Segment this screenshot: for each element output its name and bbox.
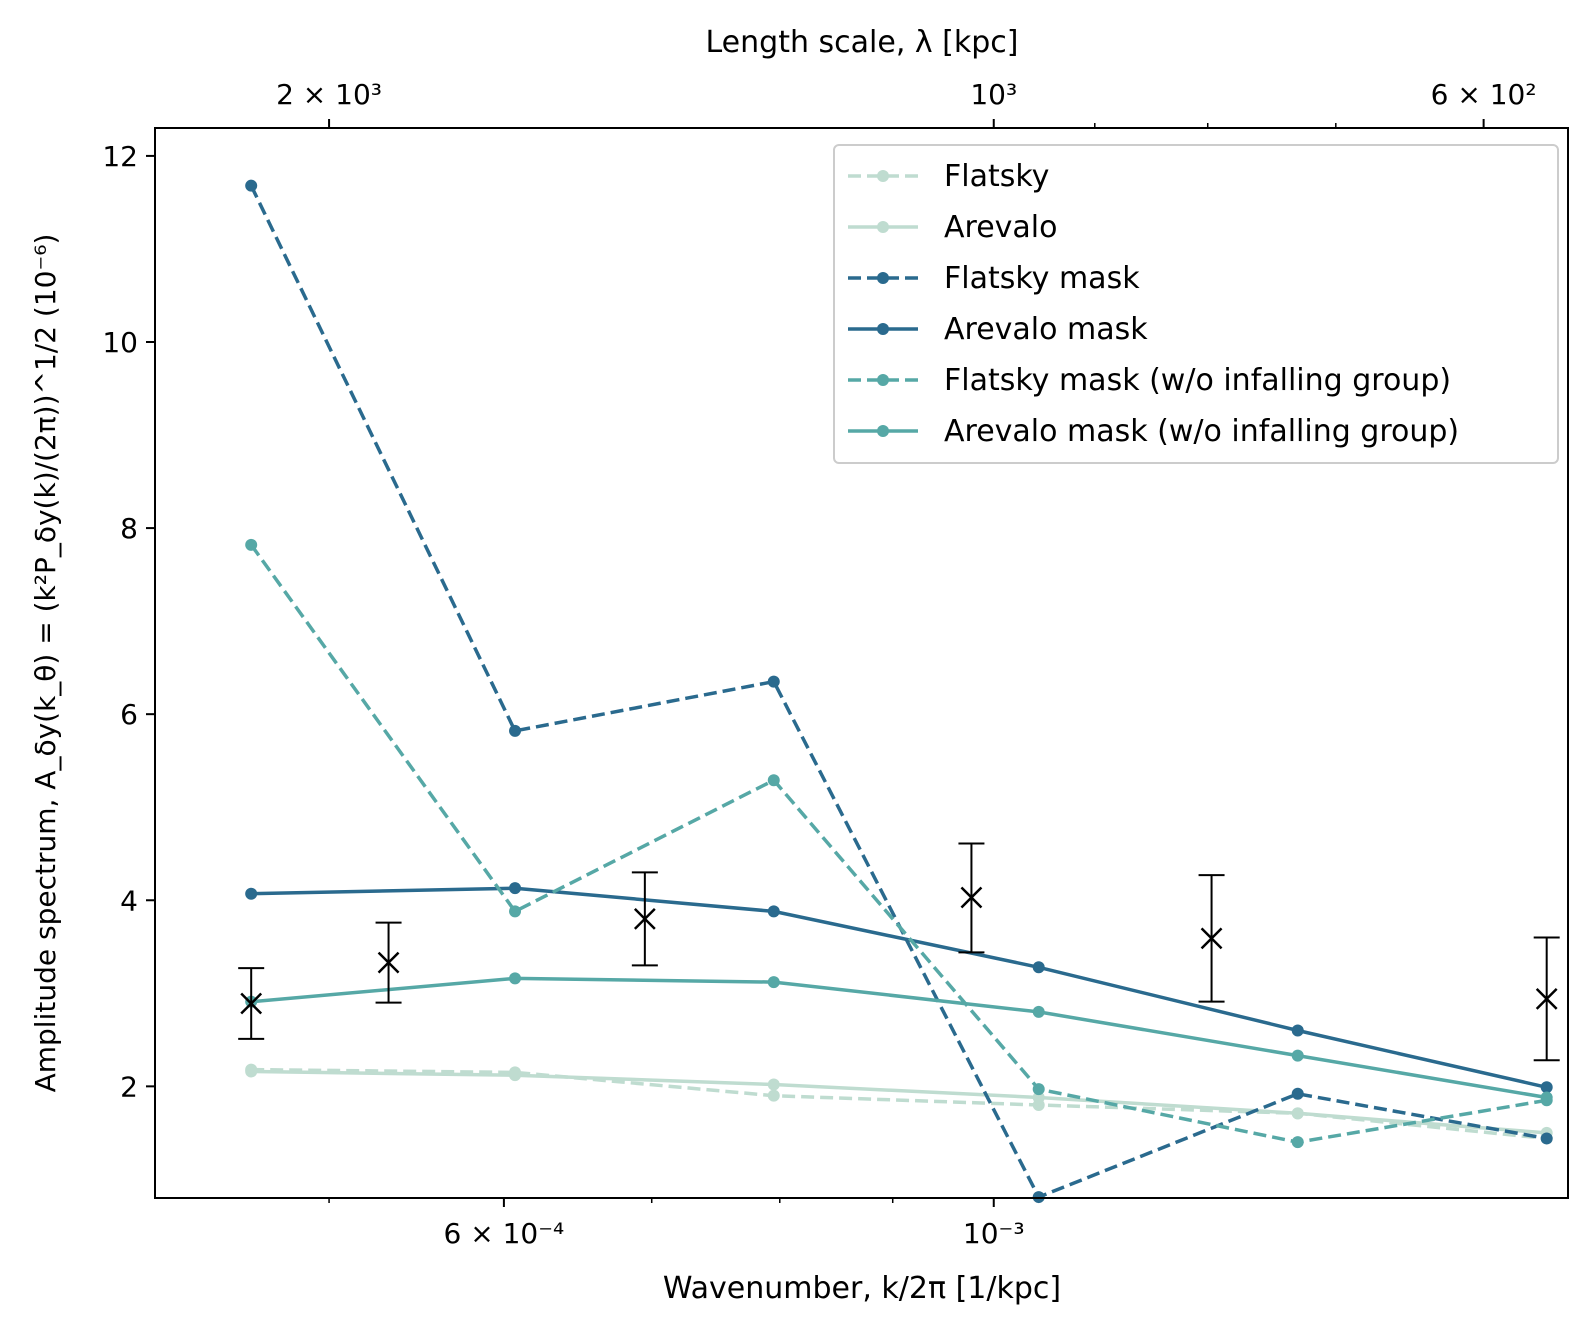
y-tick-label-1: 4 [120,884,138,917]
y-tick-label-5: 12 [102,140,138,173]
series-point-1-2 [767,1078,780,1091]
series-point-2-1 [509,724,522,737]
legend-label-3: Arevalo mask [944,312,1148,347]
legend-label-4: Flatsky mask (w/o infalling group) [944,363,1451,398]
legend-marker-3 [877,323,889,335]
legend-label-2: Flatsky mask [944,261,1140,296]
bottom-tick-label-1: 10⁻³ [963,1217,1025,1250]
series-point-4-1 [509,905,522,918]
legend-marker-2 [877,272,889,284]
top-tick-label-0: 2 × 10³ [276,78,382,111]
legend-box [833,144,1559,464]
legend: Flatsky Arevalo Flatsky mask Arevalo mask Fl… [833,144,1559,464]
y-tick-label-3: 8 [120,512,138,545]
axis-layer: 2 4 6 8 10 12 6 × 10⁻⁴ 10⁻³ 2 × 10³ 10³ 6 × 10² [102,78,1536,1250]
observation-marker-2 [633,907,656,930]
series-point-4-3 [1032,1083,1045,1096]
legend-marker-4 [877,374,889,386]
series-line-3 [251,886,1548,1090]
series-line-1 [251,1069,1547,1135]
series-point-1-4 [1291,1107,1304,1120]
x-axis-label: Wavenumber, k/2π [1/kpc] [663,1271,1061,1306]
series-line-2 [249,184,1548,1200]
bottom-tick-label-0: 6 × 10⁻⁴ [444,1217,565,1250]
top-tick-label-2: 6 × 10² [1431,78,1537,111]
series-point-1-3 [1032,1091,1045,1104]
series-point-2-2 [767,675,780,688]
series-point-4-0 [245,538,258,551]
observation-marker-3 [960,886,983,909]
series-line-4 [249,543,1547,1144]
series-point-1-0 [245,1065,258,1078]
series-line-5 [251,976,1547,1100]
series-point-5-5 [1540,1091,1553,1104]
series-point-5-2 [767,976,780,989]
series-point-0-2 [767,1089,780,1102]
series-point-3-0 [245,887,258,900]
legend-label-1: Arevalo [944,210,1057,245]
observation-marker-0 [240,992,263,1015]
legend-marker-5 [877,425,889,437]
series-point-4-4 [1291,1136,1304,1149]
observation-marker-4 [1200,927,1223,950]
y-tick-label-2: 6 [120,698,138,731]
series-point-3-3 [1032,961,1045,974]
series-point-5-4 [1291,1049,1304,1062]
series-point-3-2 [767,905,780,918]
series-point-5-3 [1032,1005,1045,1018]
series-point-2-0 [245,179,258,192]
legend-label-0: Flatsky [944,159,1049,194]
legend-label-5: Arevalo mask (w/o infalling group) [944,414,1459,449]
series-point-3-4 [1291,1024,1304,1037]
series-line-0 [251,1067,1547,1141]
legend-marker-1 [877,221,889,233]
observation-marker-1 [377,951,400,974]
y-axis-label: Amplitude spectrum, A_δy(k_θ) = (k²P_δy(… [29,234,62,1093]
series-point-5-1 [509,972,522,985]
observation-marker-5 [1535,988,1558,1010]
series-point-4-2 [767,774,780,787]
top-tick-label-1: 10³ [970,78,1017,111]
y-tick-label-0: 2 [120,1070,138,1103]
plot-frame [154,127,1569,1199]
data-layer [238,179,1560,1204]
y-tick-label-4: 10 [102,326,138,359]
legend-marker-0 [877,170,889,182]
series-point-2-5 [1540,1132,1553,1145]
series-point-1-1 [509,1069,522,1082]
top-axis-label: Length scale, λ [kpc] [706,25,1019,60]
series-point-3-1 [509,882,522,895]
series-point-3-5 [1540,1081,1553,1094]
series-point-2-4 [1291,1087,1304,1100]
